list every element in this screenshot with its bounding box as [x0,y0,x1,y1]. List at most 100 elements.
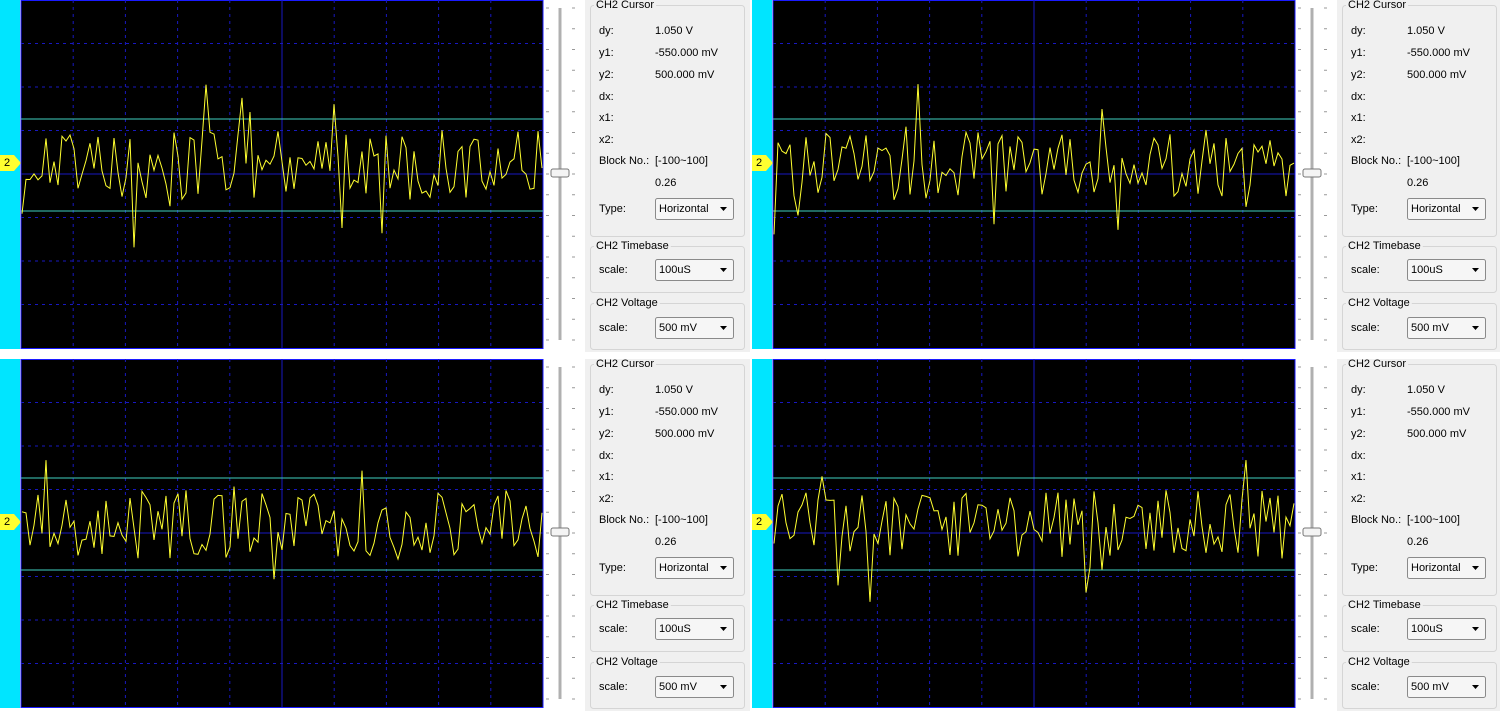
dropdown-arrow [720,685,727,689]
cursor-label: Block No.: [599,155,649,167]
channel-marker-bg [0,155,21,171]
cursor-value: [-100~100] [655,514,708,526]
scale-label: scale: [1351,681,1380,693]
group-box [1342,364,1497,596]
dropdown-arrow [1472,627,1479,631]
slider-thumb[interactable] [550,168,570,178]
cursor-label: dx: [1351,450,1366,462]
scale-label: scale: [1351,264,1380,276]
cursor-label: dx: [599,91,614,103]
channel-marker: 2 [756,516,762,528]
cursor-label: x2: [599,493,614,505]
group-title-bg [594,297,660,309]
group-title: CH2 Timebase [596,240,669,252]
group-title-bg [1346,358,1409,370]
group-title: CH2 Cursor [596,0,654,11]
panel-canvas: 2 CH2 Cursor dy: 1.050 V y1: -550.000 mV y2: 50… [0,0,750,352]
dropdown-value: 500 mV [659,681,698,693]
dropdown-value: 500 mV [659,322,698,334]
waveform [21,460,543,580]
group-title-bg [1346,240,1423,252]
dropdown[interactable] [655,618,734,640]
channel-strip [0,359,20,708]
dropdown[interactable] [655,317,734,339]
dropdown[interactable] [655,557,734,579]
cursor-label: x1: [1351,112,1366,124]
block-value: 0.26 [655,536,676,548]
dropdown-arrow [1472,268,1479,272]
dropdown-value: 500 mV [1411,322,1450,334]
channel-strip [0,0,20,349]
channel-marker: 2 [4,157,10,169]
scale-label: scale: [599,322,628,334]
dropdown-arrow [720,566,727,570]
dropdown-value: 100uS [659,623,691,635]
group-box [590,662,745,709]
cursor-label: y1: [599,406,614,418]
cursor-label: dy: [1351,384,1366,396]
cursor-label: y1: [1351,47,1366,59]
dropdown-value: Horizontal [659,562,709,574]
dropdown-value: Horizontal [1411,203,1461,215]
channel-marker: 2 [756,157,762,169]
type-label: Type: [599,562,626,574]
cursor-value: [-100~100] [655,155,708,167]
slider-thumb[interactable] [1302,527,1322,537]
side-panel [585,0,750,352]
cursor-label: dy: [599,384,614,396]
cursor-value: -550.000 mV [655,406,719,418]
group-title: CH2 Cursor [1348,359,1406,370]
cursor-label: y2: [599,69,614,81]
cursor-value: 500.000 mV [1407,428,1467,440]
group-title-bg [594,358,657,370]
dropdown-arrow [1472,207,1479,211]
scope-panel: 2 CH2 Cursor dy: 1.050 V y1: -550.000 mV y2: 50… [0,0,750,352]
type-label: Type: [1351,562,1378,574]
dropdown[interactable] [1407,557,1486,579]
cursor-value: 500.000 mV [1407,69,1467,81]
group-box [590,364,745,596]
side-panel [1337,359,1500,711]
group-title: CH2 Cursor [1348,0,1406,11]
group-title-bg [594,240,671,252]
dropdown-value: Horizontal [659,203,709,215]
dropdown[interactable] [655,259,734,281]
channel-marker: 2 [4,516,10,528]
block-value: 0.26 [655,177,676,189]
cursor-label: y2: [599,428,614,440]
dropdown-arrow [1472,685,1479,689]
slider-thumb[interactable] [1302,168,1322,178]
dropdown-arrow [1472,566,1479,570]
dropdown[interactable] [1407,198,1486,220]
cursor-value: 1.050 V [655,25,694,37]
cursor-label: Block No.: [1351,514,1401,526]
dropdown[interactable] [655,198,734,220]
dropdown[interactable] [1407,618,1486,640]
slider-thumb[interactable] [550,527,570,537]
group-box [590,5,745,237]
group-title-bg [1346,656,1412,668]
dropdown-value: Horizontal [1411,562,1461,574]
cursor-label: dx: [599,450,614,462]
panel-canvas: 2 CH2 Cursor dy: 1.050 V y1: -550.000 mV y2: 50… [0,358,750,711]
dropdown[interactable] [1407,317,1486,339]
cursor-value: 1.050 V [655,384,694,396]
cursor-label: x1: [1351,471,1366,483]
dropdown[interactable] [1407,676,1486,698]
cursor-value: -550.000 mV [1407,406,1471,418]
cursor-label: y1: [1351,406,1366,418]
dropdown-arrow [720,326,727,330]
waveform [773,84,1295,235]
side-panel [585,359,750,711]
cursor-value: [-100~100] [1407,155,1460,167]
group-title: CH2 Timebase [1348,599,1421,611]
block-value: 0.26 [1407,177,1428,189]
cursor-label: dy: [1351,25,1366,37]
dropdown[interactable] [1407,259,1486,281]
dropdown[interactable] [655,676,734,698]
scope-panel: 2 CH2 Cursor dy: 1.050 V y1: -550.000 mV y2: 50… [0,358,750,711]
waveform [773,460,1295,602]
cursor-label: Block No.: [1351,155,1401,167]
cursor-label: dy: [599,25,614,37]
